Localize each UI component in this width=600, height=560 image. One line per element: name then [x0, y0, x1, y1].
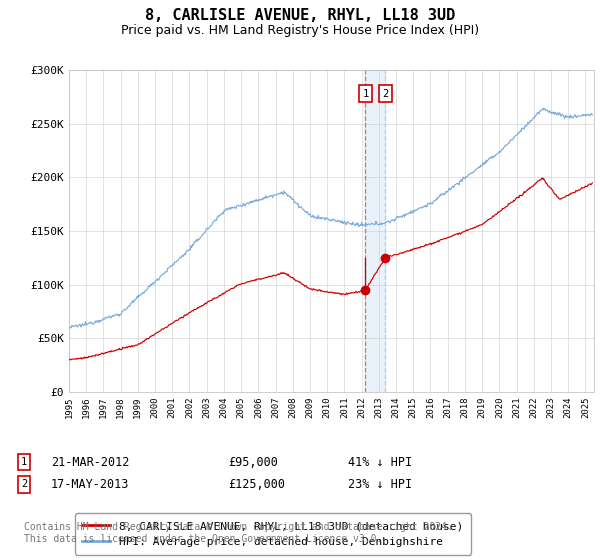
Text: Price paid vs. HM Land Registry's House Price Index (HPI): Price paid vs. HM Land Registry's House …	[121, 24, 479, 36]
Text: £95,000: £95,000	[228, 455, 278, 469]
Text: 1: 1	[21, 457, 27, 467]
Text: 41% ↓ HPI: 41% ↓ HPI	[348, 455, 412, 469]
Text: 2: 2	[382, 88, 389, 99]
Text: 23% ↓ HPI: 23% ↓ HPI	[348, 478, 412, 491]
Text: 8, CARLISLE AVENUE, RHYL, LL18 3UD: 8, CARLISLE AVENUE, RHYL, LL18 3UD	[145, 8, 455, 24]
Text: Contains HM Land Registry data © Crown copyright and database right 2024.
This d: Contains HM Land Registry data © Crown c…	[24, 522, 453, 544]
Bar	[365, 70, 385, 392]
Text: 2: 2	[21, 479, 27, 489]
Text: 17-MAY-2013: 17-MAY-2013	[51, 478, 130, 491]
Legend: 8, CARLISLE AVENUE, RHYL, LL18 3UD (detached house), HPI: Average price, detache: 8, CARLISLE AVENUE, RHYL, LL18 3UD (deta…	[74, 514, 471, 554]
Text: 1: 1	[362, 88, 368, 99]
Text: £125,000: £125,000	[228, 478, 285, 491]
Text: 21-MAR-2012: 21-MAR-2012	[51, 455, 130, 469]
